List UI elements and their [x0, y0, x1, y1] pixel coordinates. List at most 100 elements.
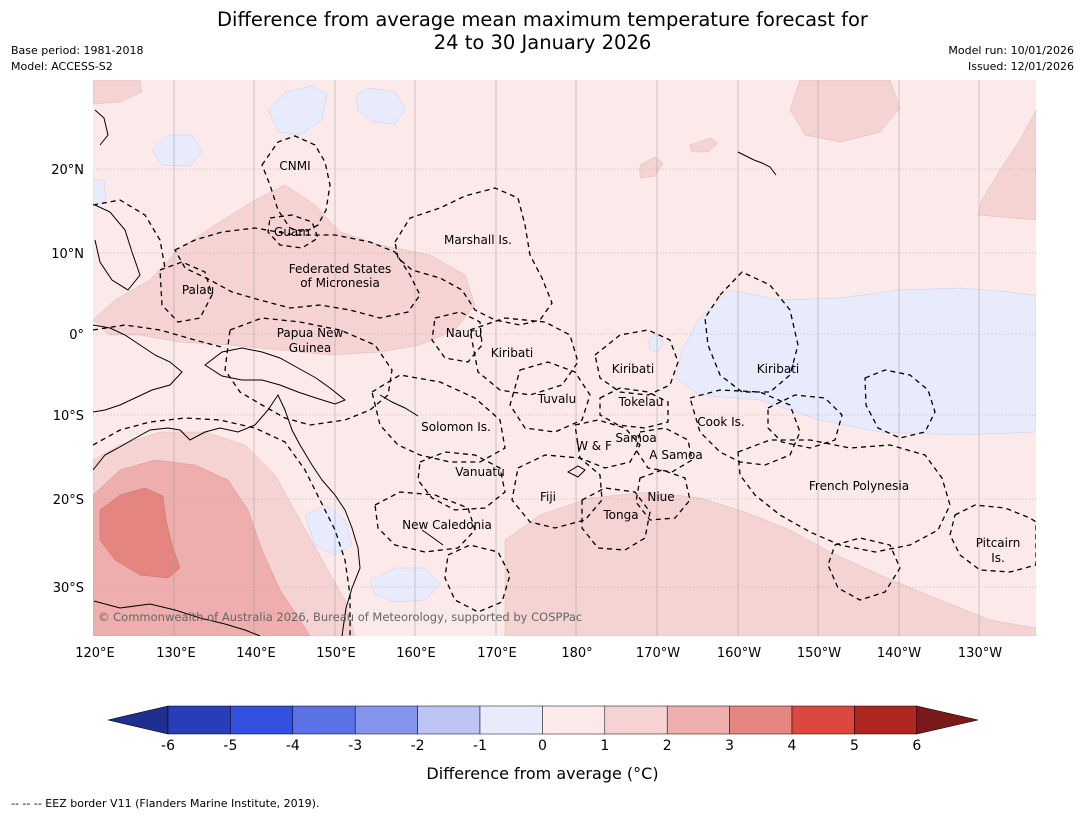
- eez-new-caledonia: [374, 491, 476, 553]
- eez-kiribati-e: [704, 271, 799, 393]
- lat-tick: 0°: [69, 328, 84, 343]
- eez-pitcairn-2: [827, 537, 901, 601]
- colorbar-segment: [417, 705, 481, 735]
- lon-tick: 120°E: [75, 646, 115, 661]
- eez-fsm: [174, 227, 421, 319]
- colorbar-segment: [230, 705, 294, 735]
- eez-cook-2: [767, 394, 843, 449]
- eez-kiribati-w: [469, 317, 579, 396]
- eez-philippines: [93, 199, 166, 269]
- colorbar-segment: [791, 705, 855, 735]
- region-frpoly: French Polynesia: [809, 479, 909, 493]
- anomaly-neg-small: [647, 333, 665, 353]
- gridlines: [93, 80, 1036, 636]
- lon-tick: 140°W: [877, 646, 921, 661]
- region-png-1: Papua New: [277, 326, 344, 340]
- region-fiji: Fiji: [540, 490, 556, 504]
- colorbar-segment: [729, 705, 793, 735]
- lat-tick: 10°S: [53, 409, 84, 424]
- region-vanuatu: Vanuatu: [455, 465, 505, 479]
- colorbar-tick-label: 6: [912, 738, 921, 754]
- anomaly-1-2-northwest-corner: [93, 80, 143, 105]
- region-cnmi: CNMI: [279, 159, 310, 173]
- eez-marshall: [394, 187, 553, 326]
- colorbar-tick-label: 4: [788, 738, 797, 754]
- lat-tick: 20°N: [51, 163, 84, 178]
- lat-tick: 30°S: [53, 581, 84, 596]
- model-name: Model: ACCESS-S2: [11, 60, 113, 73]
- region-kiribati-w: Kiribati: [491, 346, 533, 360]
- eez-australia: [93, 417, 351, 636]
- region-cook: Cook Is.: [697, 415, 744, 429]
- anomaly-neg-east-pacific: [675, 287, 1036, 436]
- chart-title: Difference from average mean maximum tem…: [0, 8, 1085, 54]
- region-palau: Palau: [182, 283, 214, 297]
- coast-hawaii: [737, 151, 777, 176]
- eez-indonesia: [93, 324, 226, 349]
- eez-pitcairn: [949, 504, 1036, 573]
- colorbar-tick-label: -1: [473, 738, 487, 754]
- region-marshall: Marshall Is.: [444, 233, 512, 247]
- meta-left: Base period: 1981-2018 Model: ACCESS-S2: [11, 43, 143, 75]
- eez-footnote: -- -- -- EEZ border V11 (Flanders Marine…: [11, 797, 320, 810]
- colorbar-label: Difference from average (°C): [426, 764, 659, 783]
- colorbar-tick-label: 0: [538, 738, 547, 754]
- region-guam: Guam: [274, 225, 310, 239]
- lon-tick: 140°E: [236, 646, 276, 661]
- base-period: Base period: 1981-2018: [11, 44, 144, 57]
- colorbar-arrow-low: [107, 705, 169, 735]
- eez-wf-samoa: [574, 419, 641, 469]
- colorbar-tick-label: 5: [850, 738, 859, 754]
- region-niue: Niue: [647, 490, 674, 504]
- colorbar-segment: [542, 705, 606, 735]
- region-nauru: Nauru: [446, 326, 482, 340]
- region-wf: W & F: [576, 439, 612, 453]
- coast-new-caledonia: [421, 529, 444, 546]
- eez-tokelau: [599, 387, 669, 429]
- anomaly-3-4-core: [99, 487, 181, 579]
- eez-asamoa: [635, 427, 693, 473]
- colorbar-arrow-high: [916, 705, 979, 735]
- region-labels: CNMI Guam Marshall Is. Federated States …: [182, 159, 1020, 565]
- lon-tick: 170°W: [636, 646, 680, 661]
- map-area: CNMI Guam Marshall Is. Federated States …: [93, 80, 1036, 636]
- colorbar-segment: [666, 705, 730, 735]
- colorbar-segment: [167, 705, 231, 735]
- region-fsm-1: Federated States: [289, 262, 391, 276]
- lon-tick: 150°E: [316, 646, 356, 661]
- title-line-2: 24 to 30 January 2026: [433, 31, 652, 54]
- anomaly-neg-north-3: [151, 134, 203, 167]
- anomaly-1-2-northeast: [977, 109, 1036, 221]
- coast-new-guinea: [204, 347, 346, 405]
- eez-tonga: [581, 487, 651, 551]
- lon-tick: 130°W: [958, 646, 1002, 661]
- eez-palau: [159, 261, 213, 323]
- eez-niue: [635, 469, 691, 521]
- coast-borneo-sulawesi: [93, 324, 183, 413]
- region-pitcairn-2: Is.: [991, 551, 1005, 565]
- eez-cook: [689, 389, 801, 466]
- anomaly-neg-south-1: [304, 504, 353, 556]
- coast-new-zealand-tasmania: [93, 600, 261, 636]
- region-pitcairn-1: Pitcairn: [976, 536, 1021, 550]
- coast-solomons: [379, 394, 419, 417]
- region-tonga: Tonga: [602, 508, 638, 522]
- region-solomon: Solomon Is.: [421, 420, 491, 434]
- region-samoa: Samoa: [615, 431, 656, 445]
- eez-vanuatu: [417, 451, 506, 511]
- region-newcal: New Caledonia: [402, 518, 492, 532]
- colorbar-segment: [479, 705, 543, 735]
- colorbar-segment: [354, 705, 418, 735]
- anomaly-neg-north-1: [267, 85, 328, 136]
- region-fsm-2: of Micronesia: [300, 276, 380, 290]
- eez-new-caledonia-2: [444, 544, 511, 613]
- title-line-1: Difference from average mean maximum tem…: [217, 8, 868, 31]
- lon-tick: 160°E: [396, 646, 436, 661]
- region-kiribati-c: Kiribati: [612, 362, 654, 376]
- meta-right: Model run: 10/01/2026 Issued: 12/01/2026: [948, 43, 1074, 75]
- region-png-2: Guinea: [289, 341, 332, 355]
- coast-philippines: [94, 204, 141, 291]
- model-run: Model run: 10/01/2026: [948, 44, 1074, 57]
- region-asamoa: A Samoa: [649, 448, 702, 462]
